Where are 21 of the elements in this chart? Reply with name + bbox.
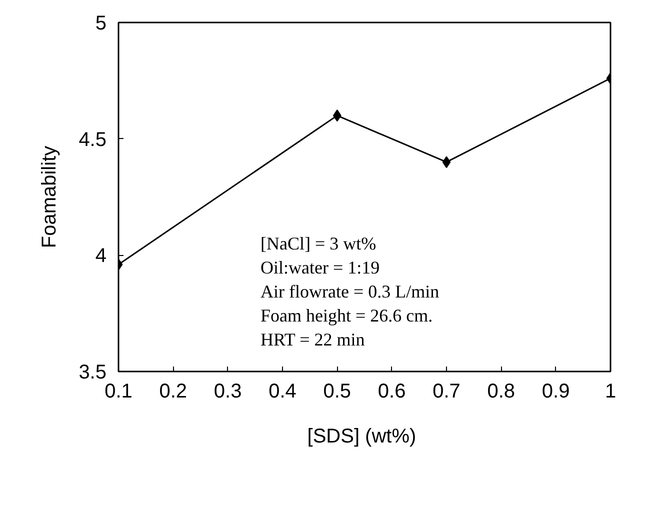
y-tick-label: 3.5: [78, 362, 107, 384]
x-tick-label: 0.3: [214, 380, 242, 402]
x-tick-label: 1: [604, 380, 616, 402]
y-tick-label: 4.5: [78, 128, 107, 151]
y-tick-label: 5: [95, 12, 106, 34]
annotation: HRT = 22 min: [260, 330, 365, 350]
x-tick-label: 0.6: [378, 380, 406, 402]
x-tick-label: 0.2: [159, 380, 188, 402]
x-tick-label: 0.7: [432, 380, 460, 402]
x-tick-label: 0.9: [542, 380, 570, 402]
x-tick-label: 0.1: [104, 380, 132, 402]
x-tick-label: 0.8: [487, 380, 516, 402]
annotation: Foam height = 26.6 cm.: [260, 306, 433, 326]
x-tick-label: 0.5: [323, 380, 352, 402]
annotation: Air flowrate = 0.3 L/min: [260, 282, 440, 302]
annotation: [NaCl] = 3 wt%: [260, 234, 376, 254]
x-tick-label: 0.4: [268, 380, 296, 402]
x-axis-title: [SDS] (wt%): [307, 426, 416, 448]
y-tick-label: 4: [95, 245, 106, 268]
y-axis-title: Foamability: [38, 146, 61, 248]
annotation: Oil:water = 1:19: [260, 258, 380, 278]
